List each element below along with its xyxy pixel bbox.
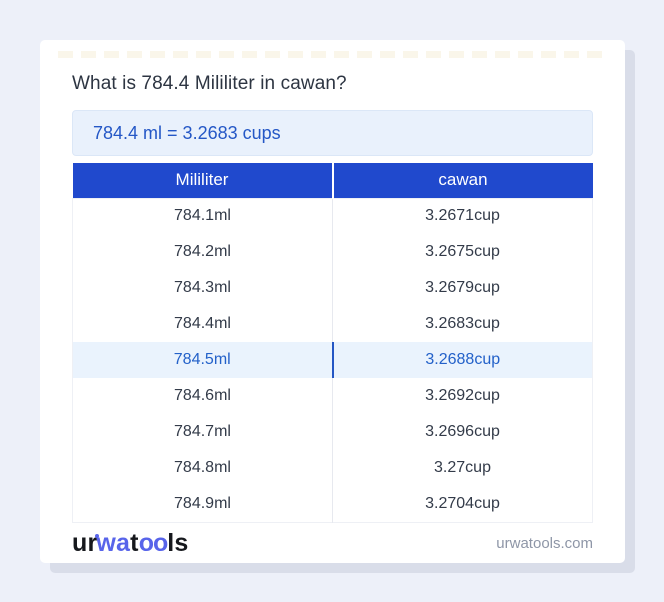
cawan-value-cell[interactable]: 3.2679cup <box>425 279 500 296</box>
conversion-result-box: 784.4 ml = 3.2683 cups <box>72 110 593 156</box>
ml-value-cell[interactable]: 784.4ml <box>72 306 333 342</box>
table-row[interactable]: 784.8ml 3.27cup <box>72 450 593 486</box>
logo-text-ls: ls <box>167 528 189 557</box>
table-row[interactable]: 784.6ml 3.2692cup <box>72 378 593 414</box>
decorative-dashes <box>58 51 607 58</box>
column-header-mililiter: Mililiter <box>72 163 334 198</box>
table-row-highlighted[interactable]: 784.5ml 3.2688cup <box>72 342 593 378</box>
logo-ring-icon <box>95 533 100 538</box>
conversion-table: Mililiter cawan 784.1ml 3.2671cup 784.2m… <box>72 163 593 523</box>
ml-value-cell[interactable]: 784.1ml <box>72 198 333 234</box>
card-footer: urwatools urwatools.com <box>72 523 593 564</box>
ml-value-cell[interactable]: 784.9ml <box>72 486 333 522</box>
table-row[interactable]: 784.2ml 3.2675cup <box>72 234 593 270</box>
cawan-value-cell[interactable]: 3.2704cup <box>425 494 500 512</box>
ml-value-cell[interactable]: 784.3ml <box>72 270 333 306</box>
urwatools-logo[interactable]: urwatools <box>72 529 188 558</box>
cawan-value-cell[interactable]: 3.2696cup <box>425 423 500 440</box>
ml-value-cell[interactable]: 784.8ml <box>72 450 333 486</box>
cawan-value-cell[interactable]: 3.2683cup <box>425 315 500 332</box>
logo-text-oo: oo <box>138 528 169 557</box>
site-domain-text: urwatools.com <box>496 534 593 552</box>
ml-value-cell[interactable]: 784.6ml <box>72 378 333 414</box>
conversion-result-text: 784.4 ml = 3.2683 cups <box>93 122 281 143</box>
cawan-value-cell[interactable]: 3.2675cup <box>425 243 500 260</box>
table-row[interactable]: 784.3ml 3.2679cup <box>72 270 593 306</box>
column-header-cawan: cawan <box>332 163 593 198</box>
cawan-value-cell[interactable]: 3.2688cup <box>332 342 593 378</box>
logo-text-ur: ur <box>72 528 98 557</box>
logo-text-wa: wa <box>96 528 131 557</box>
page-title: What is 784.4 Mililiter in cawan? <box>72 73 347 94</box>
ml-value-cell[interactable]: 784.5ml <box>72 342 334 378</box>
cawan-value-cell[interactable]: 3.27cup <box>434 459 491 476</box>
cawan-value-cell[interactable]: 3.2671cup <box>425 207 500 225</box>
table-row[interactable]: 784.1ml 3.2671cup <box>72 198 593 234</box>
logo-text-t: t <box>130 528 139 557</box>
ml-value-cell[interactable]: 784.7ml <box>72 414 333 450</box>
table-row[interactable]: 784.4ml 3.2683cup <box>72 306 593 342</box>
cawan-value-cell[interactable]: 3.2692cup <box>425 387 500 404</box>
conversion-table-header: Mililiter cawan <box>72 163 593 198</box>
table-row[interactable]: 784.9ml 3.2704cup <box>72 486 593 522</box>
table-row[interactable]: 784.7ml 3.2696cup <box>72 414 593 450</box>
converter-card: What is 784.4 Mililiter in cawan? 784.4 … <box>40 40 625 563</box>
ml-value-cell[interactable]: 784.2ml <box>72 234 333 270</box>
